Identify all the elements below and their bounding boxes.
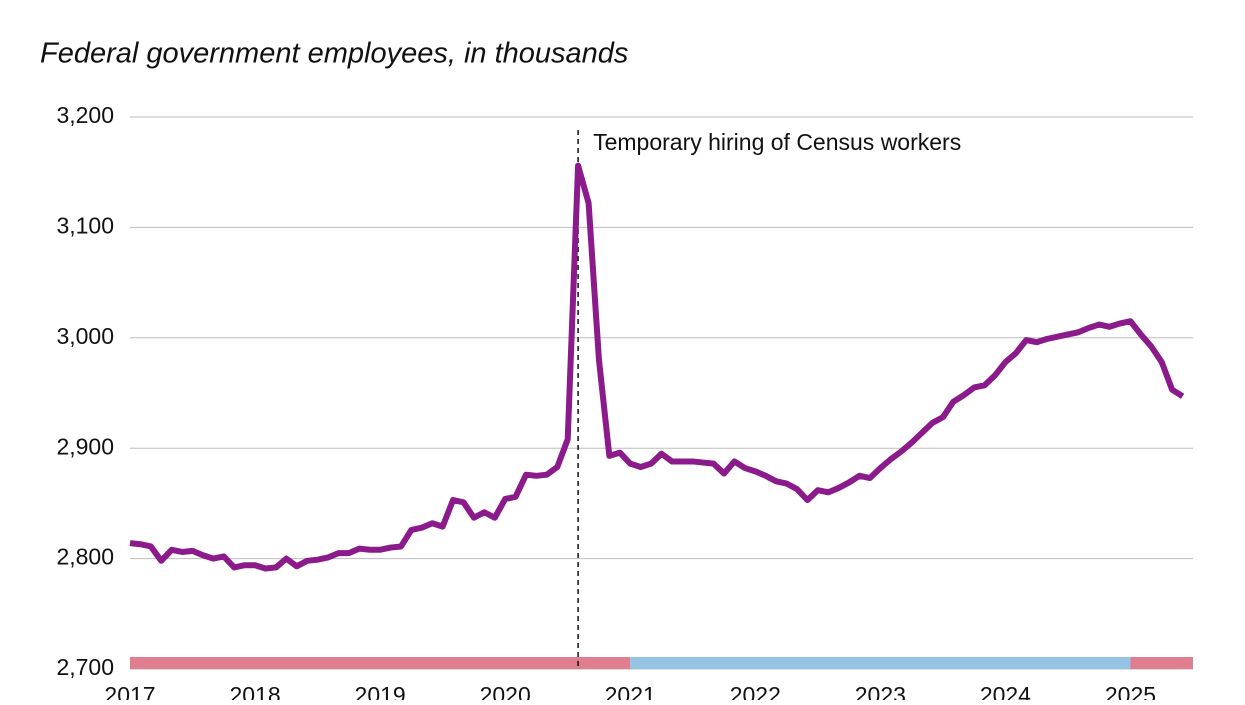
period-band bbox=[1130, 657, 1193, 669]
y-tick-label: 3,200 bbox=[56, 102, 114, 128]
x-tick-label: 2018 bbox=[229, 682, 280, 700]
y-tick-label: 2,800 bbox=[56, 544, 114, 570]
x-tick-label: 2023 bbox=[855, 682, 906, 700]
x-tick-label: 2021 bbox=[605, 682, 656, 700]
x-tick-label: 2024 bbox=[980, 682, 1031, 700]
data-line bbox=[129, 162, 1185, 572]
y-tick-label: 3,000 bbox=[56, 323, 114, 349]
x-tick-label: 2017 bbox=[104, 682, 155, 700]
y-tick-label: 2,700 bbox=[56, 654, 114, 680]
x-tick-label: 2022 bbox=[730, 682, 781, 700]
x-tick-label: 2020 bbox=[480, 682, 531, 700]
x-tick-label: 2019 bbox=[355, 682, 406, 700]
period-band bbox=[630, 657, 1131, 669]
y-tick-label: 2,900 bbox=[56, 433, 114, 459]
chart-subtitle: Federal government employees, in thousan… bbox=[40, 38, 628, 70]
y-tick-label: 3,100 bbox=[56, 212, 114, 238]
period-band bbox=[130, 657, 631, 669]
x-tick-label: 2025 bbox=[1105, 682, 1156, 700]
annotation-text: Temporary hiring of Census workers bbox=[593, 129, 961, 155]
